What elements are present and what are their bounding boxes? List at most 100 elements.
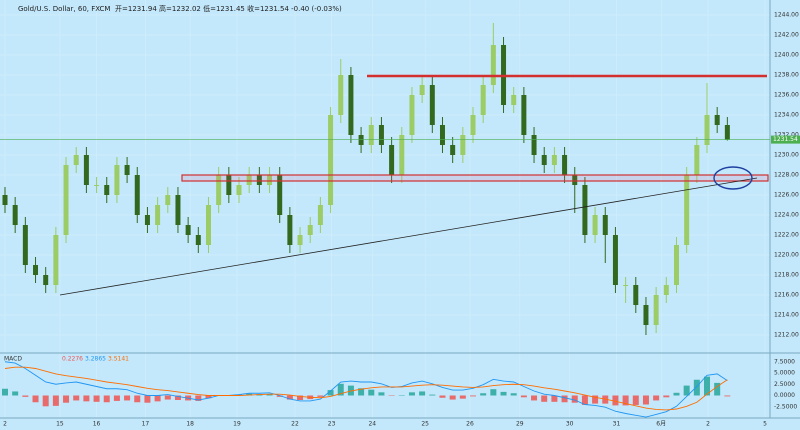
macd-histogram-bar <box>480 393 487 396</box>
y-tick-label: 1238.00 <box>774 72 799 79</box>
macd-histogram-bar <box>276 395 283 397</box>
macd-histogram-bar <box>561 395 568 403</box>
macd-histogram-bar <box>612 395 619 406</box>
y-tick-label: 1236.00 <box>774 92 799 99</box>
x-tick-label: 19 <box>233 421 241 428</box>
candle-body <box>439 125 445 145</box>
y-tick-label: 1228.00 <box>774 172 799 179</box>
macd-histogram-bar <box>490 389 497 396</box>
candle-body <box>389 145 395 175</box>
candle-body <box>205 205 211 245</box>
y-tick-label: 1226.00 <box>774 192 799 199</box>
candle-body <box>612 235 618 285</box>
macd-histogram-bar <box>429 394 436 396</box>
drawings <box>59 74 769 296</box>
macd-histogram-bar <box>470 395 477 397</box>
candle-body <box>460 135 466 155</box>
macd-histogram-bar <box>297 395 304 400</box>
candle-body <box>358 135 364 145</box>
candle-body <box>684 175 690 245</box>
marks <box>0 23 770 418</box>
candle-body <box>511 95 517 105</box>
support-zone <box>181 174 769 182</box>
macd-histogram-bar <box>164 395 171 400</box>
candle-body <box>277 175 283 215</box>
x-tick-label: 30 <box>566 421 574 428</box>
y-tick-label: 1242.00 <box>774 32 799 39</box>
candle-body <box>53 235 59 285</box>
candle-body <box>165 195 171 205</box>
candle-body <box>714 115 720 125</box>
y-tick-label: 1240.00 <box>774 52 799 59</box>
x-tick-label: 31 <box>613 421 621 428</box>
macd-tick-label: -2.5000 <box>774 403 797 410</box>
y-tick-label: 1220.00 <box>774 252 799 259</box>
macd-histogram-bar <box>632 395 639 405</box>
y-tick-label: 1212.00 <box>774 332 799 339</box>
macd-histogram-bar <box>73 395 80 401</box>
macd-histogram-bar <box>541 395 548 402</box>
macd-histogram-bar <box>22 395 29 397</box>
macd-histogram-bar <box>724 395 731 397</box>
candle-body <box>297 235 303 245</box>
candle-body <box>419 85 425 95</box>
macd-histogram-bar <box>368 389 375 396</box>
candle-body <box>33 265 39 275</box>
candle-body <box>236 185 242 195</box>
candle-body <box>562 155 568 175</box>
candle-body <box>328 115 334 205</box>
macd-histogram-bar <box>134 395 141 403</box>
macd-tick-label: 0.0000 <box>774 392 795 399</box>
y-tick-label: 1216.00 <box>774 292 799 299</box>
candle-body <box>63 165 69 235</box>
candle-body <box>694 145 700 175</box>
macd-histogram-bar <box>408 392 415 396</box>
macd-tick-label: 2.5000 <box>774 381 795 388</box>
candle-body <box>704 115 710 145</box>
candle-body <box>409 95 415 135</box>
candle-body <box>541 155 547 165</box>
candle-body <box>134 175 140 215</box>
candle-body <box>287 215 293 245</box>
candle-body <box>94 185 100 186</box>
candle-body <box>216 175 222 205</box>
macd-legend: 3.5141 <box>108 356 129 363</box>
macd-histogram-bar <box>327 390 334 396</box>
candle-body <box>623 285 629 286</box>
candle-body <box>114 165 120 195</box>
candle-body <box>104 185 110 195</box>
x-tick-label: 16 <box>93 421 101 428</box>
x-tick-label: 5 <box>763 421 767 428</box>
candle-body <box>551 155 557 165</box>
ohlc-text: 开=1231.94 高=1232.02 低=1231.45 收=1231.54 … <box>115 4 342 13</box>
macd-line <box>4 361 728 418</box>
macd-histogram-bar <box>520 395 527 398</box>
candle-body <box>22 225 28 265</box>
macd-histogram-bar <box>592 395 599 404</box>
candle-body <box>12 205 18 225</box>
macd-histogram-bar <box>449 395 456 400</box>
candle-body <box>399 135 405 175</box>
macd-histogram-bar <box>622 395 629 406</box>
x-tick-label: 24 <box>368 421 376 428</box>
macd-histogram-bar <box>93 395 100 402</box>
candle-body <box>521 95 527 135</box>
macd-histogram-bar <box>704 376 711 396</box>
macd-tick-label: 5.0000 <box>774 370 795 377</box>
candle-body <box>724 125 730 140</box>
x-tick-label: 18 <box>186 421 194 428</box>
candle-body <box>633 285 639 305</box>
candle-body <box>592 215 598 235</box>
macd-histogram-bar <box>439 395 446 398</box>
candle-body <box>450 145 456 155</box>
macd-histogram-bar <box>42 395 49 407</box>
x-tick-label: 25 <box>421 421 429 428</box>
macd-histogram-bar <box>113 395 120 401</box>
macd-histogram-bar <box>500 391 507 396</box>
candle-body <box>307 225 313 235</box>
macd-title: MACD <box>4 356 22 363</box>
macd-histogram-bar <box>63 395 70 403</box>
macd-line <box>4 366 728 411</box>
candle-body <box>256 175 262 185</box>
